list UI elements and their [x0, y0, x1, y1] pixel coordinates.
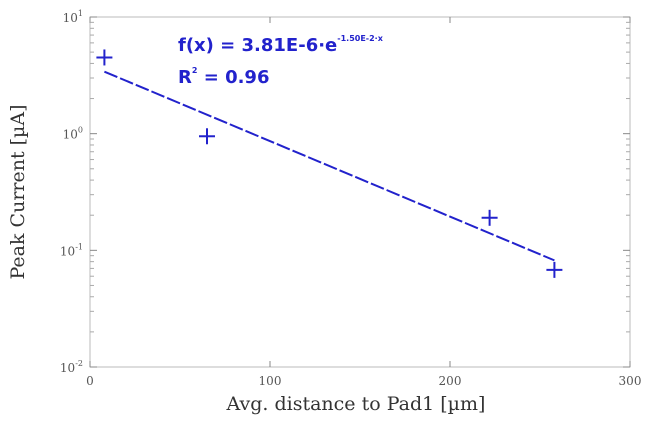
data-point — [199, 128, 215, 145]
y-tick-label: 10-2 — [60, 359, 83, 375]
y-tick-label: 10-1 — [60, 242, 83, 258]
x-tick-label: 0 — [86, 374, 94, 388]
fit-layer — [104, 70, 555, 262]
x-axis-title: Avg. distance to Pad1 [µm] — [226, 393, 486, 415]
data-point — [96, 49, 113, 66]
x-tick-label: 200 — [439, 374, 462, 388]
x-tick-label: 300 — [619, 374, 642, 388]
plot-frame — [89, 16, 631, 368]
y-axis-title: Peak Current [µA] — [7, 104, 29, 279]
data-point — [546, 261, 563, 278]
y-tick-label: 101 — [63, 9, 83, 25]
points-layer — [96, 49, 563, 278]
y-tick-label: 100 — [63, 126, 83, 142]
data-point — [481, 209, 498, 226]
ticks-layer: 0 100 200 300 101 100 10-1 10-2 — [60, 9, 642, 388]
x-tick-label: 100 — [259, 374, 282, 388]
fit-line — [104, 70, 555, 262]
equation-annotation: f(x) = 3.81E-6·e-1.50E-2·x — [178, 34, 384, 56]
r2-annotation: R2 = 0.96 — [178, 66, 269, 88]
